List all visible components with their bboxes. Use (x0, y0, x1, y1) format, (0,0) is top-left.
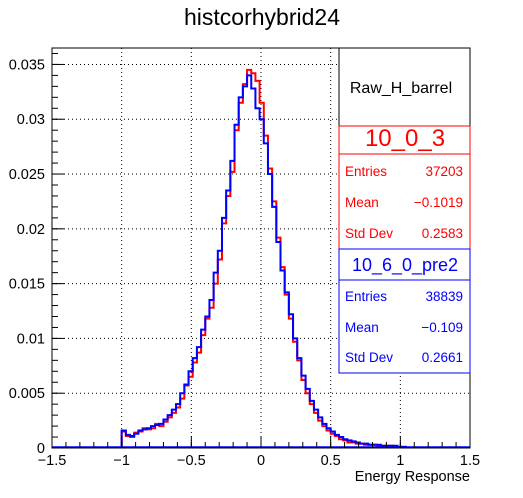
stats-box-2-frame (338, 248, 471, 374)
x-tick-label: −1 (113, 453, 130, 469)
x-tick-label: −1.5 (38, 453, 67, 469)
y-tick-label: 0.035 (9, 57, 45, 73)
y-tick-label: 0.01 (17, 331, 45, 347)
y-tick-label: 0.025 (9, 167, 45, 183)
y-tick-label: 0 (37, 441, 45, 457)
x-tick-label: 0 (257, 453, 265, 469)
x-axis-label: Energy Response (355, 469, 470, 485)
y-tick-label: 0.005 (9, 386, 45, 402)
stats-box-series-1: 10_0_3 Entries 37203 Mean −0.1019 Std De… (338, 125, 471, 250)
axis-ticks: −1.5 −1 −0.5 0 0.5 1 1.5 0 0.005 0.01 0.015 0.02 0.0… (9, 52, 480, 469)
stats-box-1-name: 10_0_3 (365, 125, 445, 152)
stats-box-2-stddev-value: 0.2661 (422, 350, 463, 365)
stats-box-2-mean-label: Mean (345, 320, 379, 335)
stats-box-2-entries-label: Entries (345, 289, 387, 304)
stats-box-2-stddev-label: Std Dev (345, 350, 393, 365)
stats-box-1-mean-label: Mean (345, 195, 379, 210)
x-tick-label: 1 (396, 453, 404, 469)
y-tick-label: 0.02 (17, 222, 45, 238)
stats-box-2-mean-value: −0.109 (421, 320, 463, 335)
stats-box-series-2: 10_6_0_pre2 Entries 38839 Mean −0.109 St… (338, 248, 471, 374)
stats-box-1-stddev-value: 0.2583 (422, 226, 463, 241)
stats-box-2-entries-value: 38839 (425, 289, 463, 304)
legend-title: Raw_H_barrel (350, 80, 452, 97)
stats-box-1-entries-value: 37203 (425, 164, 463, 179)
stats-box-2-name: 10_6_0_pre2 (352, 255, 458, 276)
stats-box-1-entries-label: Entries (345, 164, 387, 179)
stats-box-1-mean-value: −0.1019 (414, 195, 463, 210)
legend-title-box (338, 47, 471, 127)
chart-title: histcorhybrid24 (184, 4, 340, 30)
x-tick-label: 0.5 (321, 453, 341, 469)
stats-box-1-stddev-label: Std Dev (345, 226, 393, 241)
y-tick-label: 0.015 (9, 277, 45, 293)
legend-panel: Raw_H_barrel 10_0_3 Entries 37203 Mean −… (338, 47, 471, 374)
x-tick-label: 1.5 (460, 453, 480, 469)
y-tick-label: 0.03 (17, 112, 45, 128)
x-tick-label: −0.5 (177, 453, 206, 469)
histogram-series-2 (120, 74, 407, 448)
